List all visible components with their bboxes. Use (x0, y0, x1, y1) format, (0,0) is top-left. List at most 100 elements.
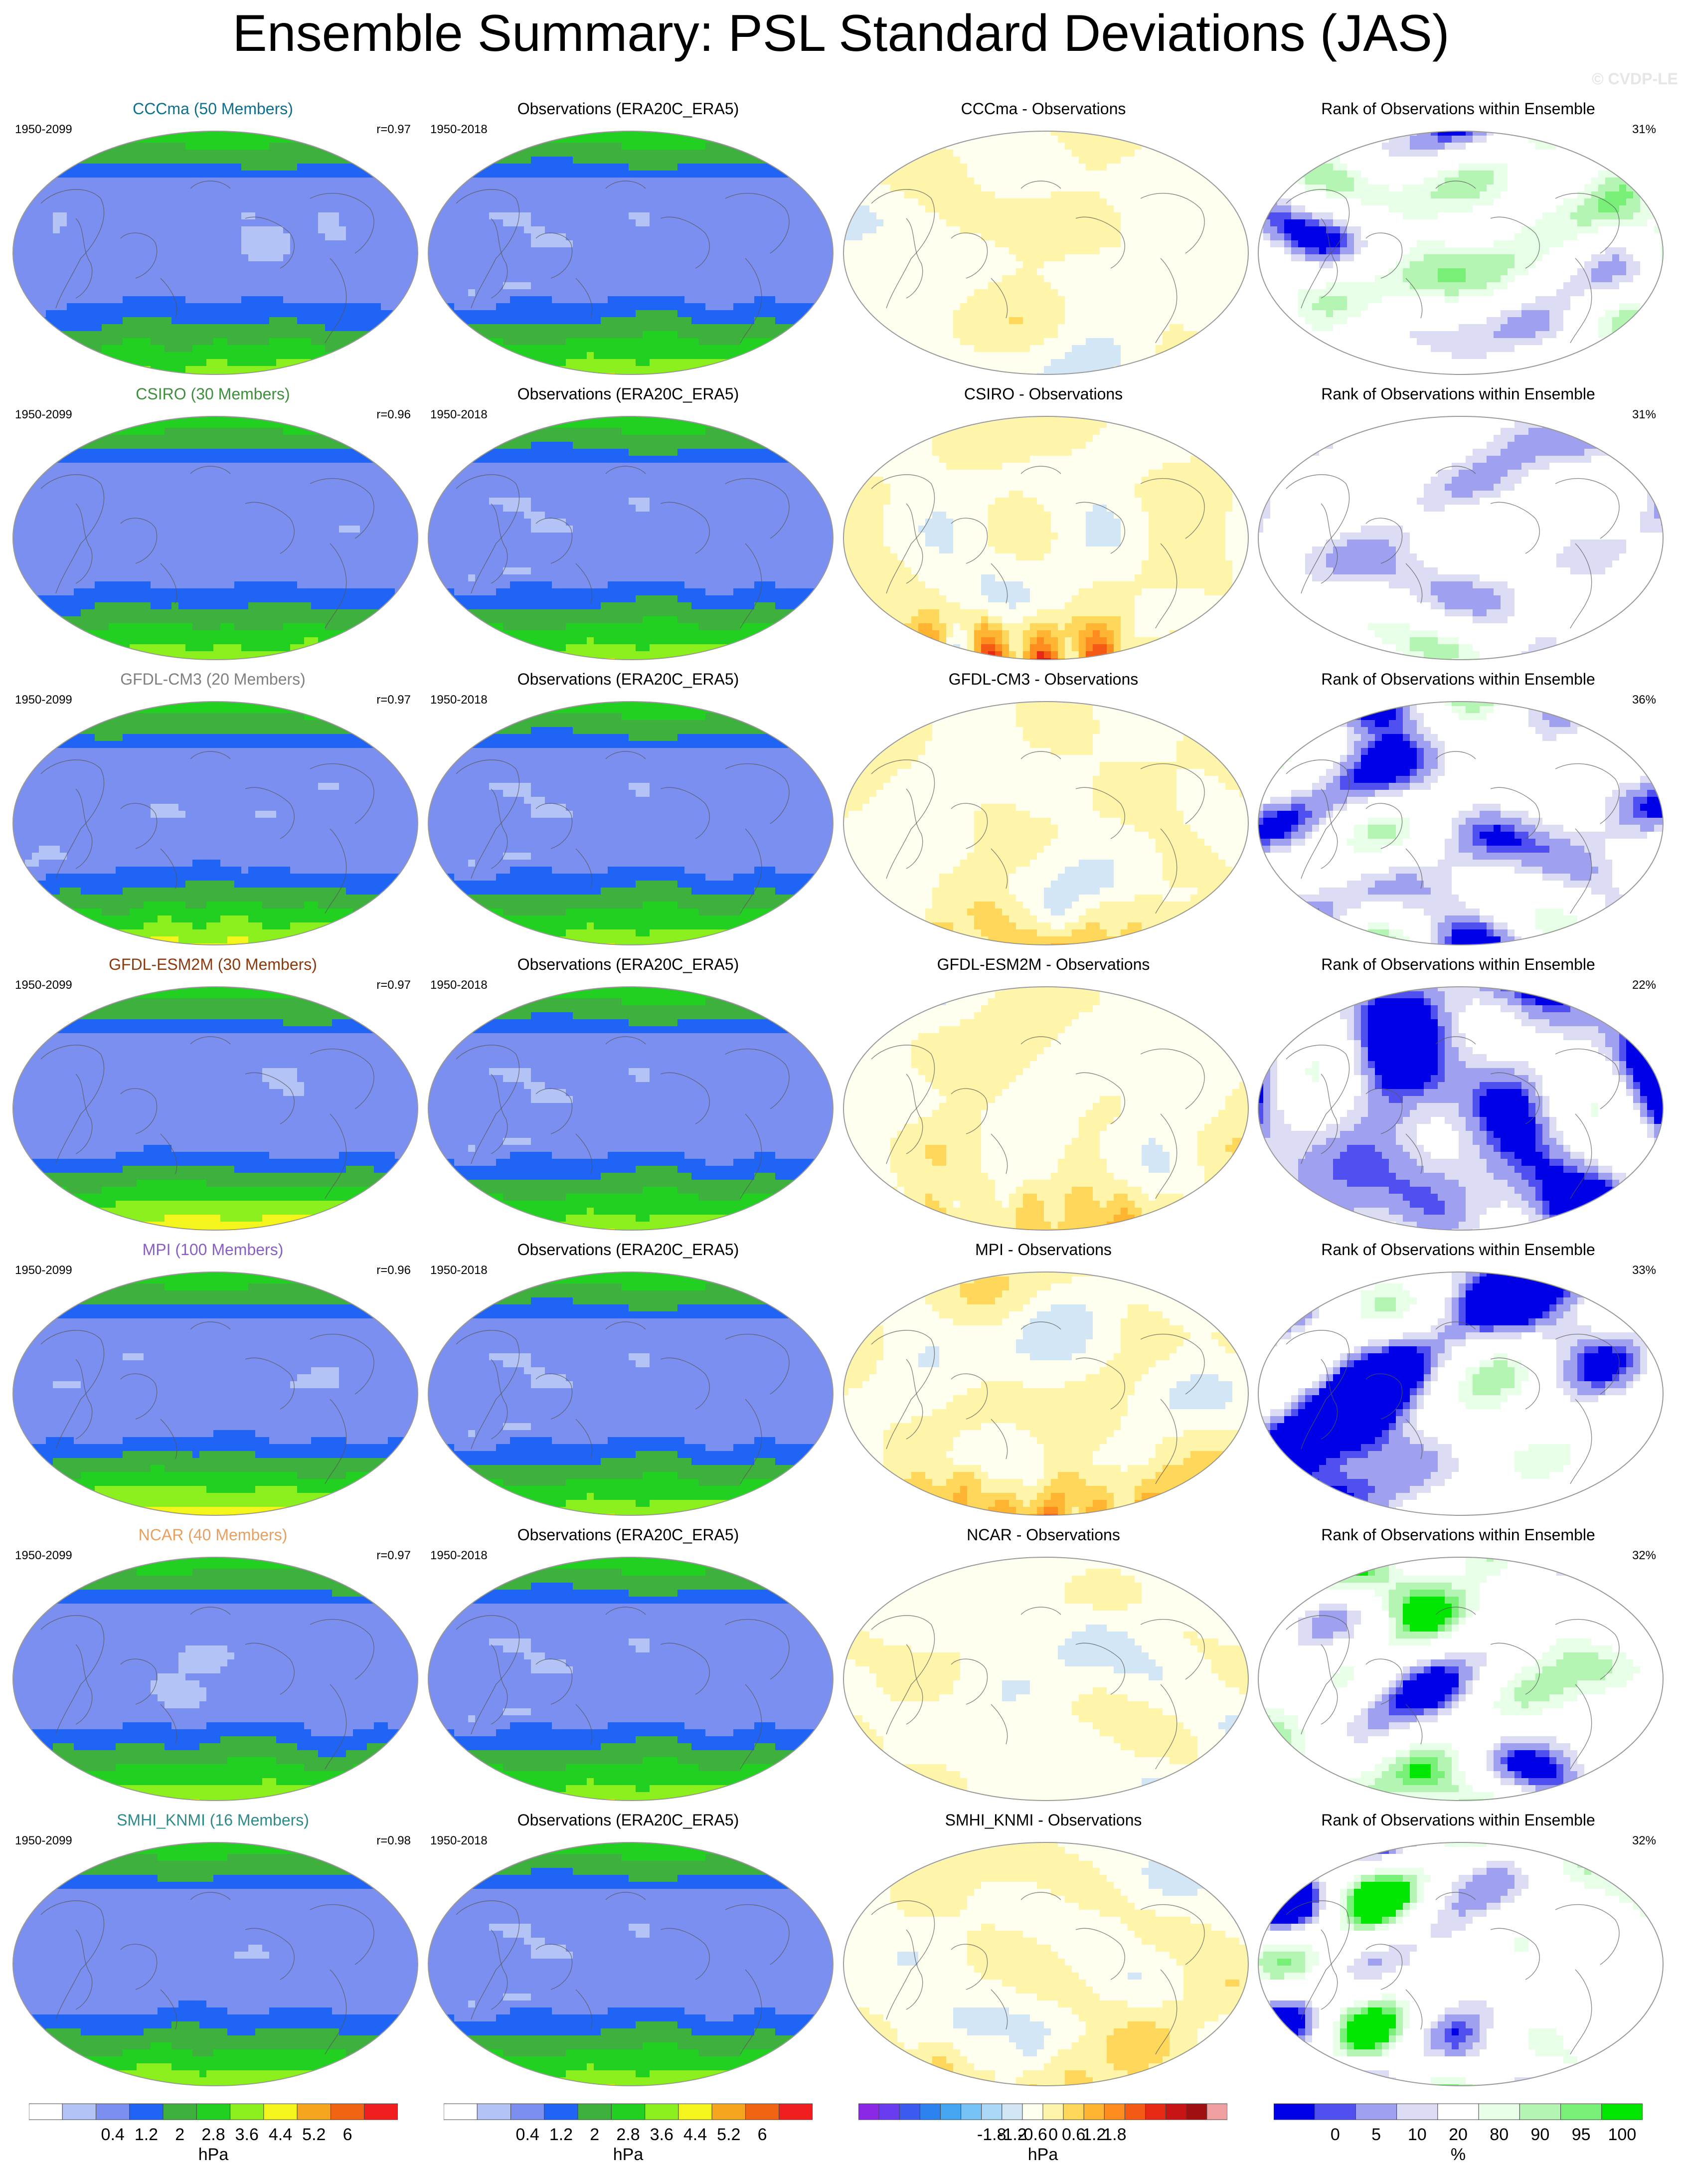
observations-panel: Observations (ERA20C_ERA5) 1950-2018 (421, 1526, 835, 1805)
colorbar-box (444, 2103, 478, 2120)
colorbar-unit: hPa (603, 2145, 653, 2165)
difference-title: SMHI_KNMI - Observations (837, 1811, 1250, 1829)
pattern-correlation: r=0.96 (376, 1264, 411, 1277)
rank-title: Rank of Observations within Ensemble (1251, 385, 1665, 403)
colorbar-unit: % (1433, 2145, 1483, 2165)
colorbar-box (1002, 2103, 1023, 2120)
colorbar-box (364, 2103, 398, 2120)
difference-title: NCAR - Observations (837, 1526, 1250, 1544)
colorbar-box (899, 2103, 920, 2120)
colorbar-label: 1.2 (546, 2125, 576, 2145)
obs-std-map (428, 701, 834, 945)
rank-panel: Rank of Observations within Ensemble 31% (1251, 100, 1665, 379)
observations-panel: Observations (ERA20C_ERA5) 1950-2018 (421, 1241, 835, 1520)
observations-title: Observations (ERA20C_ERA5) (421, 670, 835, 689)
rank-title: Rank of Observations within Ensemble (1251, 1241, 1665, 1259)
colorbar-label: 5.2 (714, 2125, 744, 2145)
pattern-correlation: r=0.97 (376, 123, 411, 137)
ensemble-std-panel: CCCma (50 Members) 1950-2099 r=0.97 (6, 100, 420, 379)
colorbar-boxes (444, 2103, 813, 2120)
colorbar-unit: hPa (1018, 2145, 1068, 2165)
colorbar-label: 6 (333, 2125, 362, 2145)
observations-panel: Observations (ERA20C_ERA5) 1950-2018 (421, 670, 835, 949)
rank-percent: 22% (1632, 978, 1656, 992)
period-label: 1950-2099 (15, 123, 72, 137)
difference-map (843, 701, 1249, 945)
pattern-correlation: r=0.96 (376, 408, 411, 422)
colorbar-box (858, 2103, 879, 2120)
colorbar-label: -1.2 (997, 2125, 1027, 2145)
colorbar-box (1206, 2103, 1227, 2120)
difference-map (843, 1842, 1249, 2086)
colorbar-box (1396, 2103, 1438, 2120)
rank-percent: 31% (1632, 408, 1656, 422)
colorbar-label: 4.4 (680, 2125, 710, 2145)
std-map (12, 701, 418, 945)
observations-panel: Observations (ERA20C_ERA5) 1950-2018 (421, 955, 835, 1235)
rank-title: Rank of Observations within Ensemble (1251, 100, 1665, 118)
colorbar-label: 3.6 (232, 2125, 262, 2145)
std-map (12, 416, 418, 660)
ensemble-std-panel: CSIRO (30 Members) 1950-2099 r=0.96 (6, 385, 420, 664)
colorbar-box (745, 2103, 780, 2120)
model-title: CCCma (50 Members) (6, 100, 420, 118)
figure-title: Ensemble Summary: PSL Standard Deviation… (0, 4, 1682, 63)
colorbar-box (1186, 2103, 1207, 2120)
colorbar-box (779, 2103, 813, 2120)
colorbar-label: 0 (1038, 2125, 1068, 2145)
ensemble-std-panel: SMHI_KNMI (16 Members) 1950-2099 r=0.98 (6, 1811, 420, 2090)
std-map (12, 1842, 418, 2086)
pattern-correlation: r=0.97 (376, 1549, 411, 1563)
period-label: 1950-2018 (430, 978, 488, 992)
difference-panel: GFDL-ESM2M - Observations (837, 955, 1250, 1235)
difference-title: GFDL-ESM2M - Observations (837, 955, 1250, 974)
rank-percent: 31% (1632, 123, 1656, 137)
colorbar-label: 80 (1484, 2125, 1514, 2145)
colorbar-unit: hPa (188, 2145, 238, 2165)
difference-panel: CSIRO - Observations (837, 385, 1250, 664)
period-label: 1950-2099 (15, 693, 72, 707)
obs-std-map (428, 986, 834, 1231)
difference-map (843, 1272, 1249, 1516)
colorbar-box (1355, 2103, 1397, 2120)
difference-map (843, 986, 1249, 1231)
std-map (12, 1557, 418, 1801)
observations-panel: Observations (ERA20C_ERA5) 1950-2018 (421, 1811, 835, 2090)
colorbar-box (297, 2103, 331, 2120)
colorbar-box (611, 2103, 646, 2120)
colorbar-box (1124, 2103, 1146, 2120)
rank-map (1258, 1557, 1664, 1801)
colorbar-box (263, 2103, 298, 2120)
colorbar-box (163, 2103, 197, 2120)
colorbar-label: 0.4 (512, 2125, 542, 2145)
colorbar-box (1437, 2103, 1479, 2120)
obs-std-map (428, 1557, 834, 1801)
colorbar-box (129, 2103, 164, 2120)
obs-std-map (428, 1842, 834, 2086)
period-label: 1950-2099 (15, 1264, 72, 1277)
rank-colorbar: 0 5 10 20 80 90 95 100% (1274, 2103, 1643, 2178)
colorbar-label: 1.2 (1079, 2125, 1109, 2145)
difference-map (843, 131, 1249, 375)
ensemble-std-panel: MPI (100 Members) 1950-2099 r=0.96 (6, 1241, 420, 1520)
colorbar-box (940, 2103, 962, 2120)
colorbar-box (981, 2103, 1003, 2120)
colorbar-label: -1.8 (977, 2125, 1007, 2145)
rank-title: Rank of Observations within Ensemble (1251, 1811, 1665, 1829)
colorbar-label: -0.6 (1017, 2125, 1047, 2145)
rank-panel: Rank of Observations within Ensemble 32% (1251, 1526, 1665, 1805)
colorbar-boxes (29, 2103, 398, 2120)
rank-panel: Rank of Observations within Ensemble 36% (1251, 670, 1665, 949)
rank-panel: Rank of Observations within Ensemble 33% (1251, 1241, 1665, 1520)
colorbar-label: 95 (1566, 2125, 1596, 2145)
colorbar-label: 1.8 (1100, 2125, 1130, 2145)
rank-map (1258, 986, 1664, 1231)
colorbar-box (1166, 2103, 1187, 2120)
obs-std-map (428, 131, 834, 375)
rank-percent: 33% (1632, 1264, 1656, 1277)
colorbar-box (1104, 2103, 1125, 2120)
colorbar-label: 6 (747, 2125, 777, 2145)
model-title: GFDL-ESM2M (30 Members) (6, 955, 420, 974)
colorbar-box (678, 2103, 712, 2120)
colorbar-label: 2 (580, 2125, 610, 2145)
